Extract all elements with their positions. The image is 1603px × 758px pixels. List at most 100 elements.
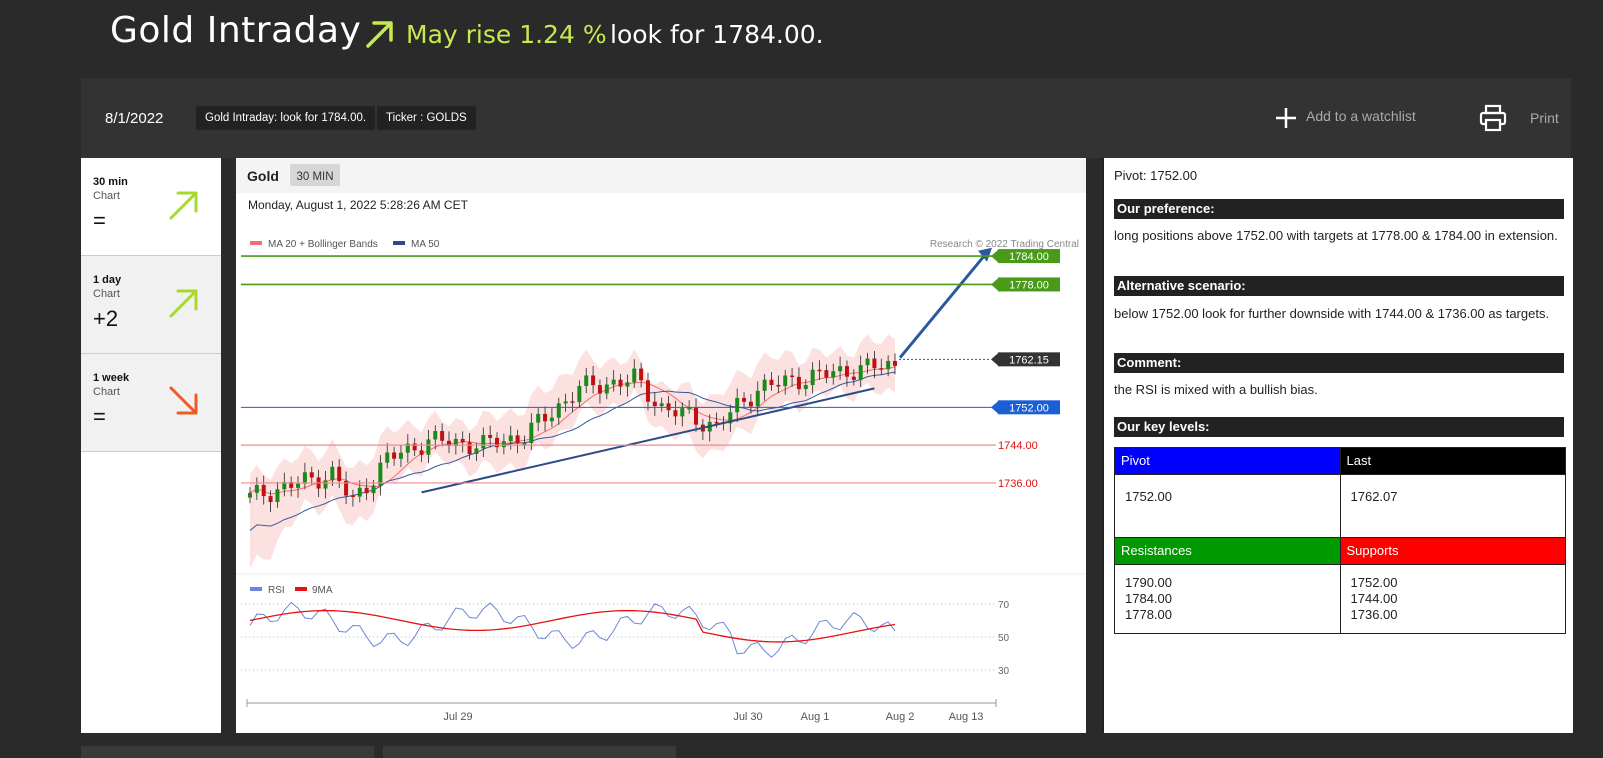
printer-icon — [1479, 104, 1507, 132]
arrow-up-right-icon — [169, 289, 198, 318]
candle-body — [584, 375, 589, 387]
legend-9ma: 9MA — [312, 585, 333, 596]
candle-body — [378, 462, 383, 486]
candle-body — [796, 376, 801, 390]
candle-body — [275, 489, 280, 503]
candle-body — [694, 407, 699, 425]
candle-body — [858, 365, 863, 380]
timeframe-sidebar: 30 min Chart = 1 day Chart +2 1 week Cha… — [81, 158, 221, 733]
legend-ma50: MA 50 — [411, 239, 440, 250]
legend-9ma-swatch — [295, 587, 307, 591]
candle-body — [350, 495, 355, 497]
level-label: 1736.00 — [998, 478, 1038, 490]
preference-heading: Our preference: — [1114, 199, 1564, 219]
bottom-tab[interactable] — [81, 746, 374, 758]
chart-credit: Research © 2022 Trading Central — [930, 239, 1079, 250]
timeframe-badge — [290, 164, 340, 186]
level-label: 1762.15 — [1009, 354, 1049, 366]
projection-arrowhead — [978, 247, 992, 262]
supports-header: Supports — [1340, 538, 1565, 564]
candle-body — [776, 384, 781, 387]
supports-list: 1752.00 1744.00 1736.00 — [1341, 565, 1566, 633]
candle-body — [282, 482, 287, 490]
level-tag — [998, 249, 1060, 264]
level-tag — [998, 277, 1060, 292]
candle-body — [645, 380, 650, 402]
candle-body — [433, 431, 438, 440]
legend-ma50-swatch — [393, 241, 405, 245]
candle-body — [501, 441, 506, 448]
candle-body — [563, 401, 568, 404]
pivot-header: Pivot — [1115, 448, 1340, 474]
timeframe-name: 1 week — [93, 372, 130, 384]
candle-body — [330, 466, 335, 481]
candle-body — [831, 371, 836, 378]
comment-heading: Comment: — [1114, 353, 1564, 373]
key-levels: 1784.00 1778.00 1762.15 1752.00 1744.00 1736.… — [241, 249, 1060, 490]
price-plot-area — [248, 247, 992, 569]
candle-body — [515, 435, 520, 444]
candle-body — [783, 375, 788, 387]
level-tag-pointer — [991, 249, 999, 264]
timeframe-1day[interactable]: 1 day Chart +2 — [81, 256, 221, 354]
level-tag-pointer — [991, 400, 999, 415]
level-label: 1744.00 — [998, 440, 1038, 452]
candle-body — [591, 375, 596, 386]
candle-body — [453, 438, 458, 446]
bollinger-band — [250, 334, 895, 569]
rise-forecast: May rise 1.24 % — [406, 20, 607, 49]
arrow-down-right-icon — [169, 386, 198, 415]
timeframe-score: = — [93, 404, 106, 429]
candle-body — [632, 368, 637, 383]
alternative-heading: Alternative scenario: — [1114, 276, 1564, 296]
candle-body — [337, 466, 342, 481]
candle-body — [570, 401, 575, 403]
candle-body — [639, 368, 644, 381]
candle-body — [838, 366, 843, 372]
resistances-list: 1790.00 1784.00 1778.00 — [1115, 565, 1340, 633]
candle-body — [261, 484, 266, 497]
candle-body — [419, 450, 424, 455]
key-levels-table: Pivot Last 1752.00 1762.07 Resistances S… — [1114, 447, 1566, 634]
key-levels-heading: Our key levels: — [1114, 417, 1564, 437]
alternative-text: below 1752.00 look for further downside … — [1114, 306, 1550, 321]
candle-body — [666, 403, 671, 411]
timeframe-30min[interactable]: 30 min Chart = — [81, 158, 221, 256]
support-value: 1736.00 — [1350, 607, 1398, 622]
print-button[interactable]: Print — [1478, 102, 1578, 132]
price-chart[interactable]: Gold 30 MIN Monday, August 1, 2022 5:28:… — [236, 158, 1086, 733]
chart-panel: Gold 30 MIN Monday, August 1, 2022 5:28:… — [236, 158, 1086, 733]
level-tag-pointer — [991, 277, 999, 292]
candle-body — [405, 443, 410, 453]
resistance-value: 1790.00 — [1125, 575, 1172, 590]
candle-body — [810, 369, 815, 386]
candle-body — [625, 382, 630, 387]
candle-body — [886, 360, 891, 370]
candle-body — [817, 369, 822, 372]
x-tick-label: Jul 29 — [443, 711, 472, 723]
legend-rsi-swatch — [250, 587, 262, 591]
projection-arrow — [898, 252, 988, 359]
candle-body — [467, 442, 472, 454]
candle-body — [495, 437, 500, 448]
timeframe-1week[interactable]: 1 week Chart = — [81, 354, 221, 452]
resistance-value: 1778.00 — [1125, 607, 1172, 622]
candle-body — [844, 366, 849, 377]
timeframe-badge-label: 30 MIN — [296, 171, 333, 183]
candle-body — [481, 435, 486, 449]
candle-body — [344, 480, 349, 496]
timeframe-score: +2 — [93, 306, 119, 331]
candle-body — [865, 358, 870, 366]
x-tick-label: Aug 1 — [801, 711, 830, 723]
candle-body — [268, 496, 273, 503]
bottom-tab[interactable] — [383, 746, 676, 758]
print-label: Print — [1530, 110, 1559, 126]
candle-body — [611, 379, 616, 385]
legend-ma20-swatch — [250, 241, 262, 245]
candle-body — [323, 480, 328, 489]
candle-body — [659, 403, 664, 407]
trend-line — [421, 387, 875, 494]
ma50-line — [249, 371, 896, 532]
resistances-header: Resistances — [1115, 538, 1340, 564]
level-tag — [998, 352, 1060, 367]
